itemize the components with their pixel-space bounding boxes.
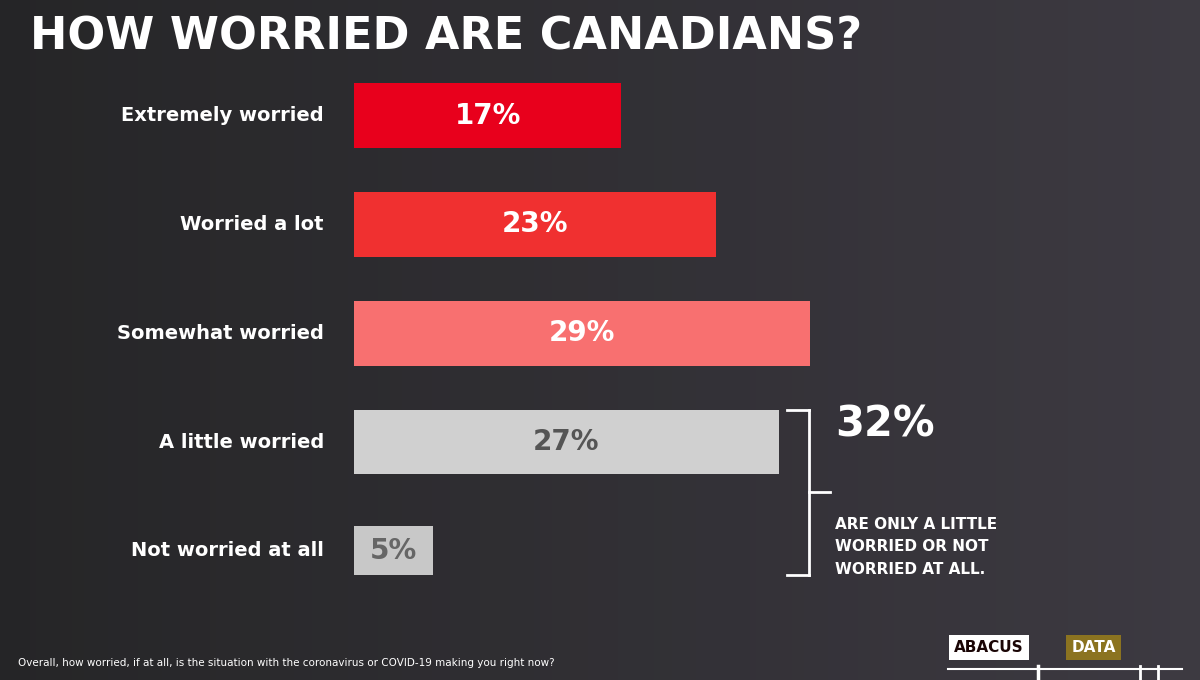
Text: Worried a lot: Worried a lot bbox=[180, 215, 324, 234]
Text: Overall, how worried, if at all, is the situation with the coronavirus or COVID-: Overall, how worried, if at all, is the … bbox=[18, 658, 554, 668]
Bar bbox=[354, 301, 810, 366]
Bar bbox=[354, 192, 715, 256]
Text: HOW WORRIED ARE CANADIANS?: HOW WORRIED ARE CANADIANS? bbox=[30, 16, 862, 59]
Text: 17%: 17% bbox=[455, 101, 521, 130]
Text: 29%: 29% bbox=[548, 319, 616, 347]
Text: Extremely worried: Extremely worried bbox=[121, 106, 324, 125]
Text: 5%: 5% bbox=[370, 537, 416, 565]
Bar bbox=[354, 83, 622, 148]
Text: 32%: 32% bbox=[835, 403, 935, 445]
Text: 27%: 27% bbox=[533, 428, 600, 456]
Text: ARE ONLY A LITTLE
WORRIED OR NOT
WORRIED AT ALL.: ARE ONLY A LITTLE WORRIED OR NOT WORRIED… bbox=[835, 517, 997, 577]
Text: DATA: DATA bbox=[1072, 640, 1116, 655]
Text: 23%: 23% bbox=[502, 210, 568, 239]
Text: A little worried: A little worried bbox=[158, 432, 324, 452]
Bar bbox=[354, 409, 779, 475]
Text: ABACUS: ABACUS bbox=[954, 640, 1024, 655]
Text: Not worried at all: Not worried at all bbox=[131, 541, 324, 560]
Text: Somewhat worried: Somewhat worried bbox=[118, 324, 324, 343]
Bar bbox=[354, 526, 433, 575]
